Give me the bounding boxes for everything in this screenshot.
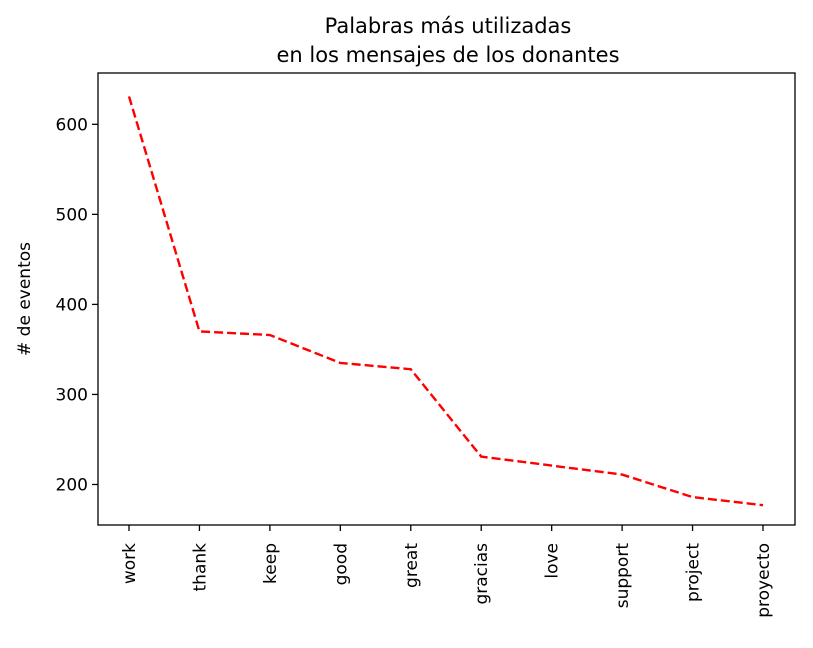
series-layer <box>127 96 764 507</box>
chart-title-line2: en los mensajes de los donantes <box>276 43 619 67</box>
x-tick-label-support: support <box>613 543 633 609</box>
series-line-0 <box>127 96 764 507</box>
chart-title-line1: Palabras más utilizadas <box>325 14 572 38</box>
y-axis: 200 300 400 500 600 <box>56 115 98 495</box>
x-axis: work thank keep good great gracias love support… <box>120 525 774 618</box>
y-tick-label: 200 <box>56 475 88 495</box>
x-tick-label-work: work <box>120 543 140 584</box>
x-tick-label-great: great <box>402 543 422 588</box>
x-tick-label-thank: thank <box>190 543 210 592</box>
y-axis-label: # de eventos <box>15 242 35 356</box>
plot-area-frame <box>97 72 796 526</box>
x-tick-label-gracias: gracias <box>472 543 492 605</box>
x-tick-label-project: project <box>684 543 704 602</box>
y-tick-label: 300 <box>56 385 88 405</box>
x-tick-label-proyecto: proyecto <box>754 543 774 618</box>
x-tick-label-keep: keep <box>261 543 281 584</box>
y-tick-label: 500 <box>56 205 88 225</box>
y-tick-label: 400 <box>56 295 88 315</box>
y-tick-label: 600 <box>56 115 88 135</box>
x-tick-label-good: good <box>331 543 351 585</box>
x-tick-label-love: love <box>543 543 563 579</box>
